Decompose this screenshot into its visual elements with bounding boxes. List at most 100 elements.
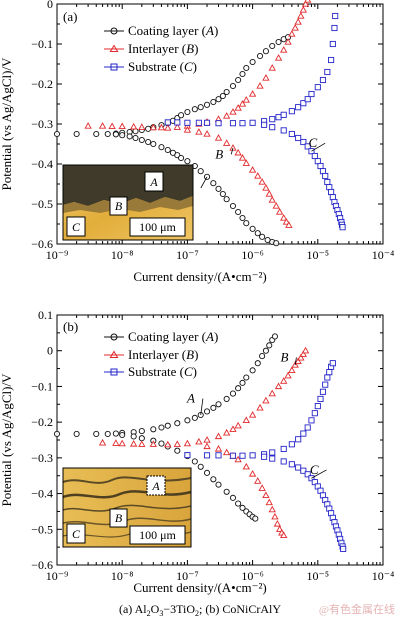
data-point [222,112,231,119]
data-point [214,432,223,440]
data-point [197,104,204,111]
data-point [265,190,273,197]
data-point [297,353,305,361]
data-point [203,452,211,459]
inset-label-b-region-a: B [115,199,123,213]
data-point [322,381,329,388]
data-point [149,440,157,447]
data-point [234,421,242,429]
data-point [288,461,295,468]
data-point [300,138,307,146]
data-point [112,430,119,437]
data-point [295,104,302,111]
x-tick-label: 10⁻⁵ [307,569,330,583]
data-point [174,119,181,126]
data-point [203,436,211,443]
data-point [324,178,331,186]
data-point [243,64,250,72]
data-point [150,426,157,433]
y-tick-label: 0 [47,344,53,358]
data-point [243,220,250,227]
data-point [203,119,211,126]
data-point [126,133,133,140]
data-point [178,112,185,119]
data-point [195,128,203,135]
data-point [311,152,318,160]
data-point [262,347,269,354]
data-point [203,442,211,450]
data-point [158,440,165,447]
data-point [275,38,282,46]
data-point [297,12,305,19]
data-point [319,388,327,395]
series-square [184,360,347,552]
data-point [269,455,276,462]
data-point [173,123,181,130]
data-point [108,122,116,130]
data-point [288,441,295,448]
data-point [280,214,288,221]
data-point [239,70,246,78]
figure-caption: (a) Al2O3−3TiO2; (b) CoNiCrAlY [119,602,281,618]
data-point [239,504,246,511]
data-point [118,439,126,447]
micrograph-inset-a: A B C 100 μm [62,164,194,241]
series-triangle [98,346,310,539]
chart-panel-a: 10⁻⁹ 10⁻⁸ 10⁻⁷ 10⁻⁶ 10⁻⁵ 10⁻⁴ −0.6 −0.5 −0.4 −0.3… [0,0,394,284]
data-point [282,218,291,225]
data-point [300,467,307,474]
svg-text:Coating layer (A): Coating layer (A) [128,23,218,38]
y-axis-label-a: Potential (vs Ag/AgCl)/V [0,57,14,191]
data-point [229,390,237,397]
data-point [254,477,262,484]
data-point [197,463,204,470]
data-point [274,382,283,390]
data-point [238,100,247,107]
data-point [239,379,246,386]
y-tick-label: −0.2 [31,415,53,429]
panel-label-b: (b) [63,319,78,334]
data-point [243,374,250,381]
data-point [183,126,192,133]
data-point [203,408,211,415]
data-point [288,130,295,138]
svg-text:Interlayer (B): Interlayer (B) [128,41,198,56]
data-point [268,64,276,71]
legend-entry-substrate-b: Substrate (C) [104,364,197,379]
x-axis-label-b: Current density/(A•cm⁻²) [133,580,266,595]
y-tick-label: −0.4 [31,157,53,171]
series-square [164,12,346,231]
data-point [203,130,211,137]
scale-bar-label-a: 100 μm [139,220,176,234]
data-point [304,0,312,3]
legend-label-coating-b: Coating layer ( [128,329,206,344]
data-point [252,515,259,522]
data-point [299,350,308,357]
legend-entry-substrate-a: Substrate (C) [104,59,197,74]
data-point [195,119,202,126]
data-point [191,106,198,113]
data-point [138,428,145,435]
data-point [229,202,237,210]
data-point [138,435,145,442]
data-point [328,188,335,196]
data-point [173,440,181,447]
curve-leader-line [311,142,326,152]
data-point [271,512,279,520]
data-point [215,452,222,459]
data-point [130,433,137,440]
data-point [249,58,256,66]
data-point [229,144,237,151]
data-point [138,123,146,130]
data-point [295,134,302,142]
data-point [203,469,211,476]
data-point [304,424,311,431]
x-tick-label: 10⁻⁸ [111,248,134,262]
data-point [280,531,288,539]
watermark: @有色金属在线 [319,602,395,616]
data-point [242,462,250,470]
svg-text:Substrate (C): Substrate (C) [128,59,197,74]
y-axis-label-b: Potential (vs Ag/AgCl)/V [0,373,14,507]
data-point [317,395,324,402]
